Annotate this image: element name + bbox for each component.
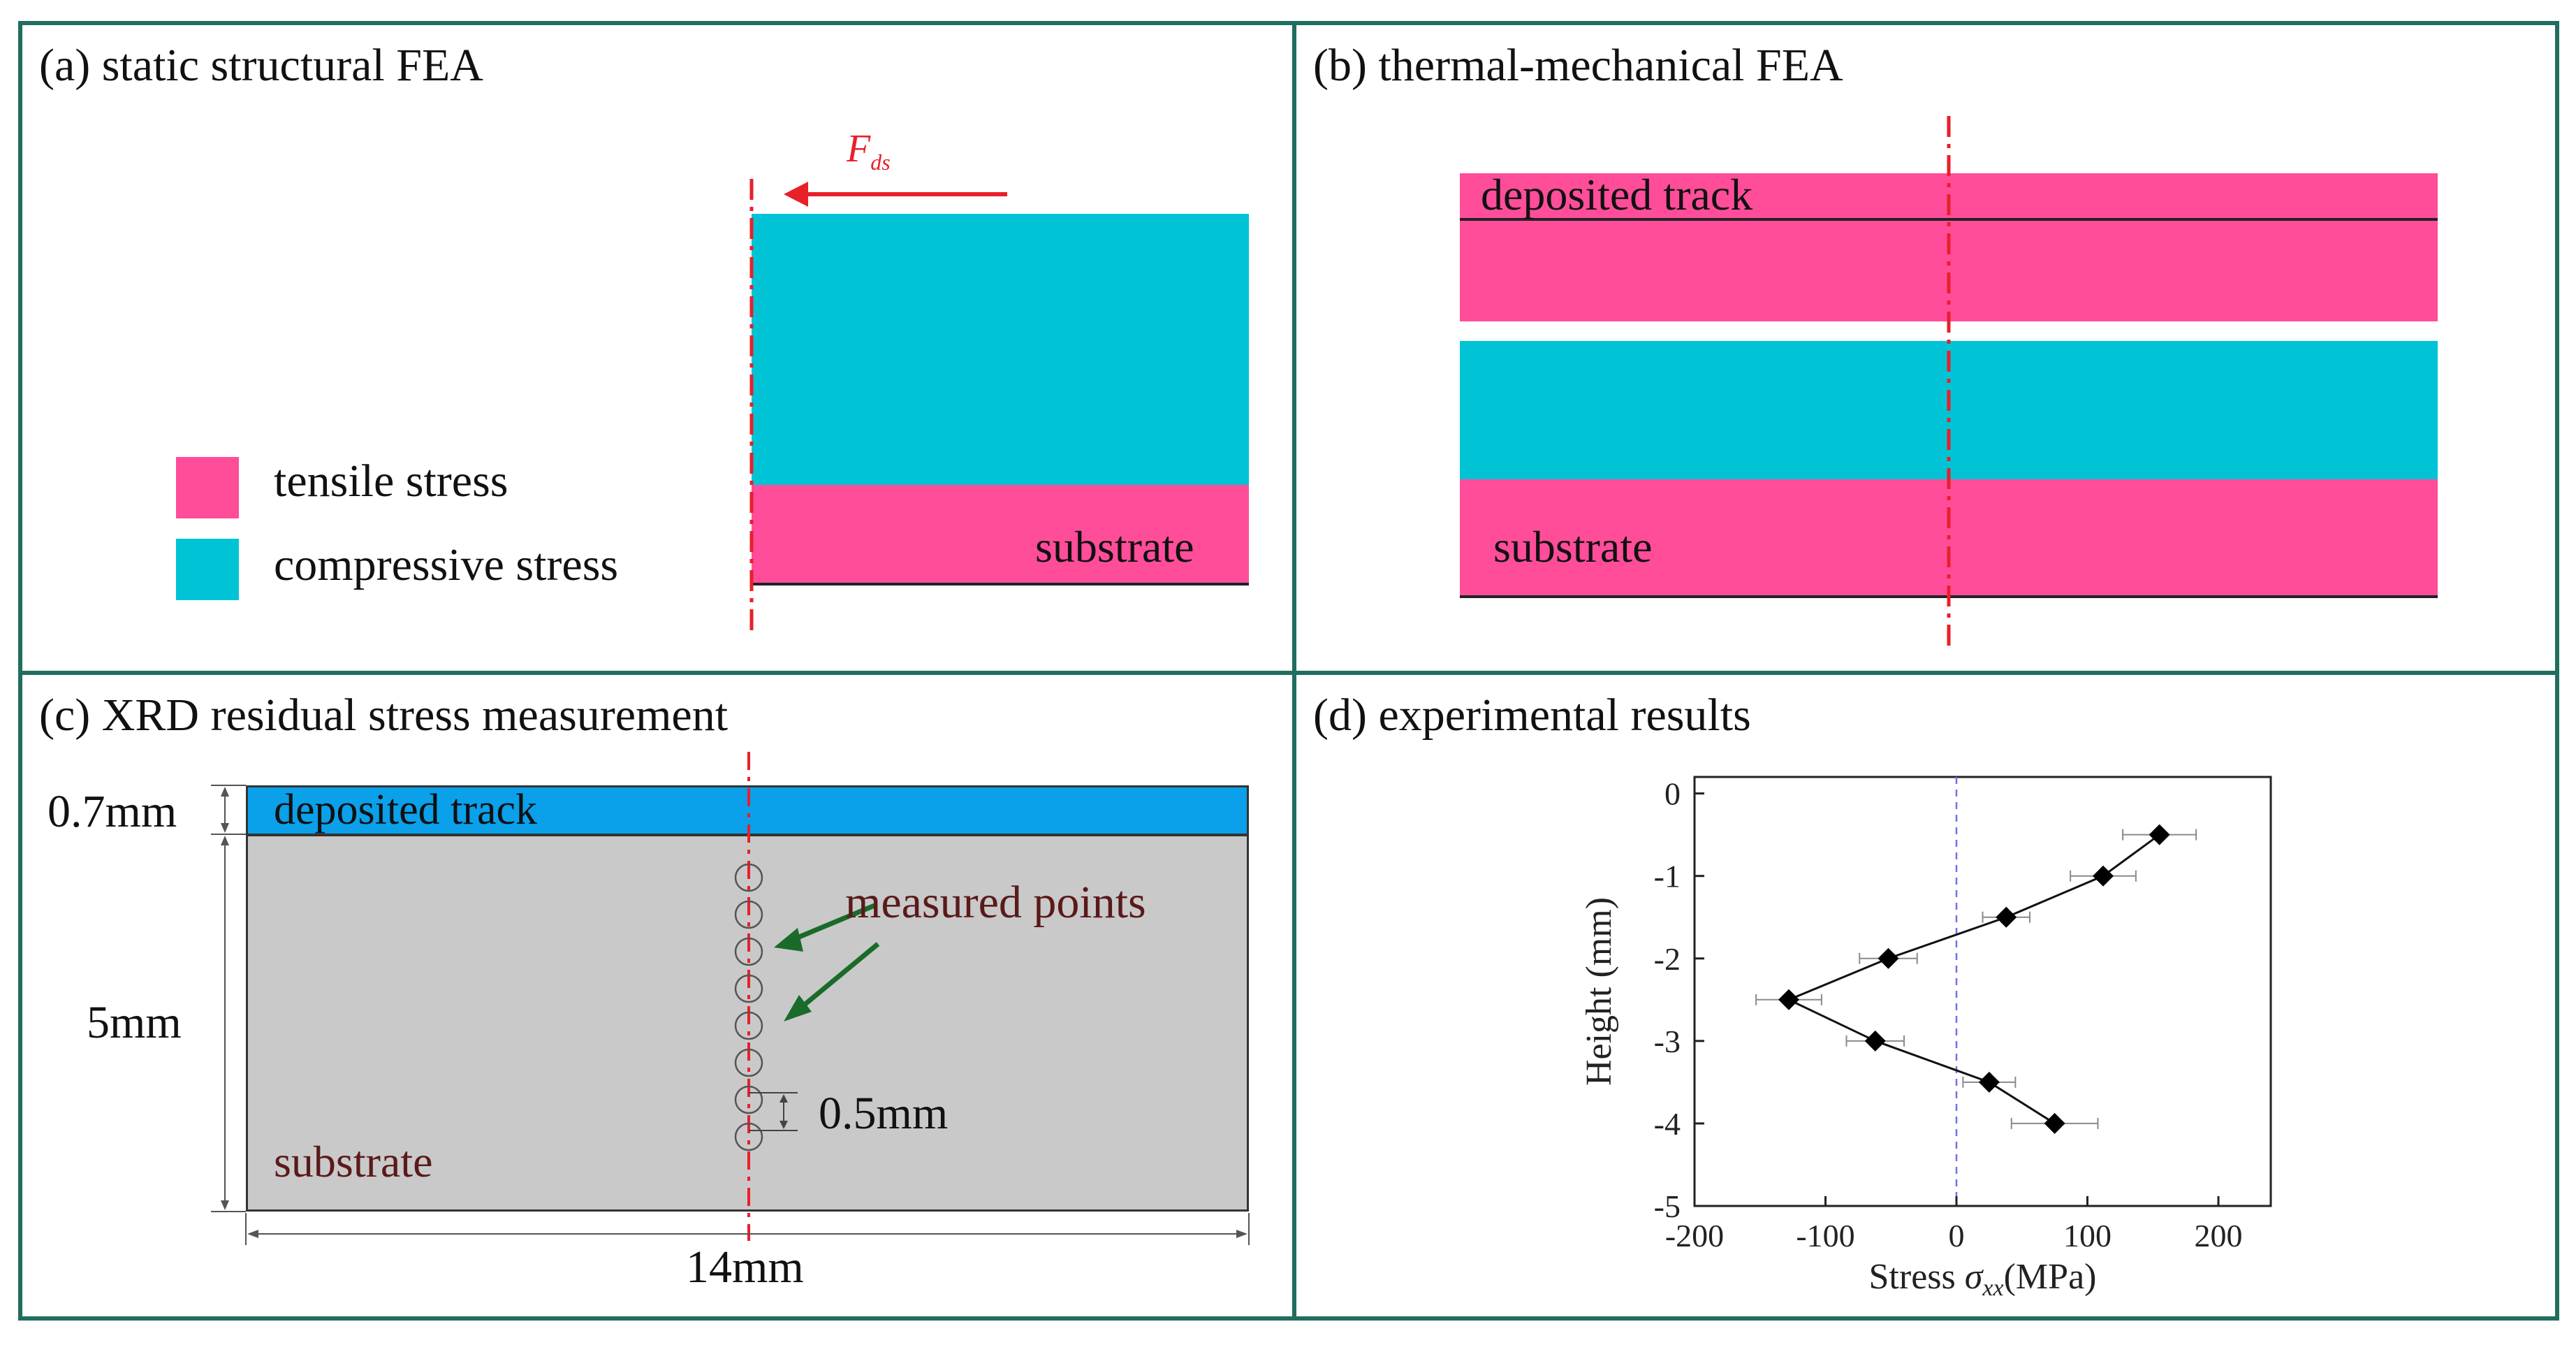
deposited-track-label-c: deposited track [274, 786, 538, 834]
panel-d: (d) experimental results -200 -100 0 100 200… [1292, 671, 2559, 1321]
spacing-label: 0.5mm [819, 1088, 949, 1139]
measured-point [734, 1085, 763, 1114]
y-tick-label: -5 [1654, 1188, 1681, 1224]
y-axis-label: Height (mm) [1579, 897, 1619, 1086]
legend-tensile-label: tensile stress [274, 456, 508, 507]
measured-points-arrows [774, 903, 880, 1022]
data-point [1864, 1030, 1886, 1052]
x-tick-label: 200 [2195, 1218, 2243, 1253]
y-tick-label: -2 [1654, 941, 1681, 977]
width-label: 14mm [686, 1242, 804, 1293]
panel-a-title: (a) static structural FEA [39, 40, 483, 91]
data-point [1996, 906, 2017, 928]
x-axis-label: Stress σxx(MPa) [1869, 1257, 2097, 1301]
substrate-label-a: substrate [1035, 522, 1194, 572]
legend-tensile-swatch [176, 457, 239, 518]
panel-a: (a) static structural FEA Fds substrate … [18, 21, 1296, 675]
x-tick-label: 100 [2063, 1218, 2112, 1253]
fea-b-track-line [1460, 218, 2438, 221]
measured-point [734, 1011, 763, 1040]
panel-c-title: (c) XRD residual stress measurement [39, 690, 729, 741]
panel-b-title: (b) thermal-mechanical FEA [1313, 40, 1843, 91]
data-point [2149, 824, 2170, 845]
force-label: Fds [847, 126, 891, 175]
width-dimension [245, 1213, 1250, 1245]
data-point [1778, 989, 1799, 1010]
measured-points [734, 864, 763, 1151]
panel-c: (c) XRD residual stress measurement depo… [18, 671, 1296, 1321]
spacing-dimension [749, 1092, 798, 1131]
y-tick-label: 0 [1664, 776, 1681, 812]
stress-chart: -200 -100 0 100 200 0 -1 -2 -3 -4 -5 Stress σxx(MPa… [1579, 776, 2272, 1301]
measured-point [734, 937, 763, 966]
legend-compressive-swatch [176, 539, 239, 600]
measured-point [734, 864, 763, 892]
centerline-a [749, 179, 754, 633]
measured-point [734, 974, 763, 1003]
legend-compressive-label: compressive stress [274, 539, 619, 590]
substrate-thickness-label: 5mm [87, 997, 182, 1048]
substrate-label-c: substrate [274, 1137, 433, 1186]
fea-a-tensile-region [752, 485, 1249, 584]
measured-point [734, 900, 763, 929]
substrate-label-b: substrate [1493, 522, 1653, 572]
y-tick-label: -4 [1654, 1106, 1681, 1142]
x-tick-label: 0 [1949, 1218, 1965, 1253]
panel-d-title: (d) experimental results [1313, 690, 1751, 741]
measured-point [734, 1122, 763, 1151]
data-point [1978, 1071, 2000, 1093]
y-tick-label: -1 [1654, 859, 1681, 894]
thickness-dimensions [211, 785, 246, 1212]
fea-a-compressive-region [752, 214, 1249, 485]
track-thickness-label: 0.7mm [47, 786, 177, 837]
y-tick-label: -3 [1654, 1024, 1681, 1059]
centerline-c [747, 752, 750, 1241]
fea-a-bottom-edge [752, 583, 1249, 586]
plot-frame [1693, 776, 2272, 1207]
deposited-track-label-b: deposited track [1481, 170, 1753, 219]
measured-point [734, 1048, 763, 1077]
centerline-b [1947, 116, 1951, 647]
force-label-subscript: ds [870, 150, 891, 175]
measured-points-label: measured points [845, 877, 1146, 928]
data-point [2093, 865, 2114, 887]
force-label-main: F [847, 127, 871, 170]
data-point [1878, 947, 1899, 969]
series-line [1786, 834, 2160, 1125]
force-arrow [784, 182, 1007, 207]
data-point [2044, 1112, 2065, 1134]
x-tick-label: -200 [1665, 1218, 1724, 1253]
panel-b: (b) thermal-mechanical FEA deposited tra… [1292, 21, 2559, 675]
x-tick-label: -100 [1796, 1218, 1854, 1253]
